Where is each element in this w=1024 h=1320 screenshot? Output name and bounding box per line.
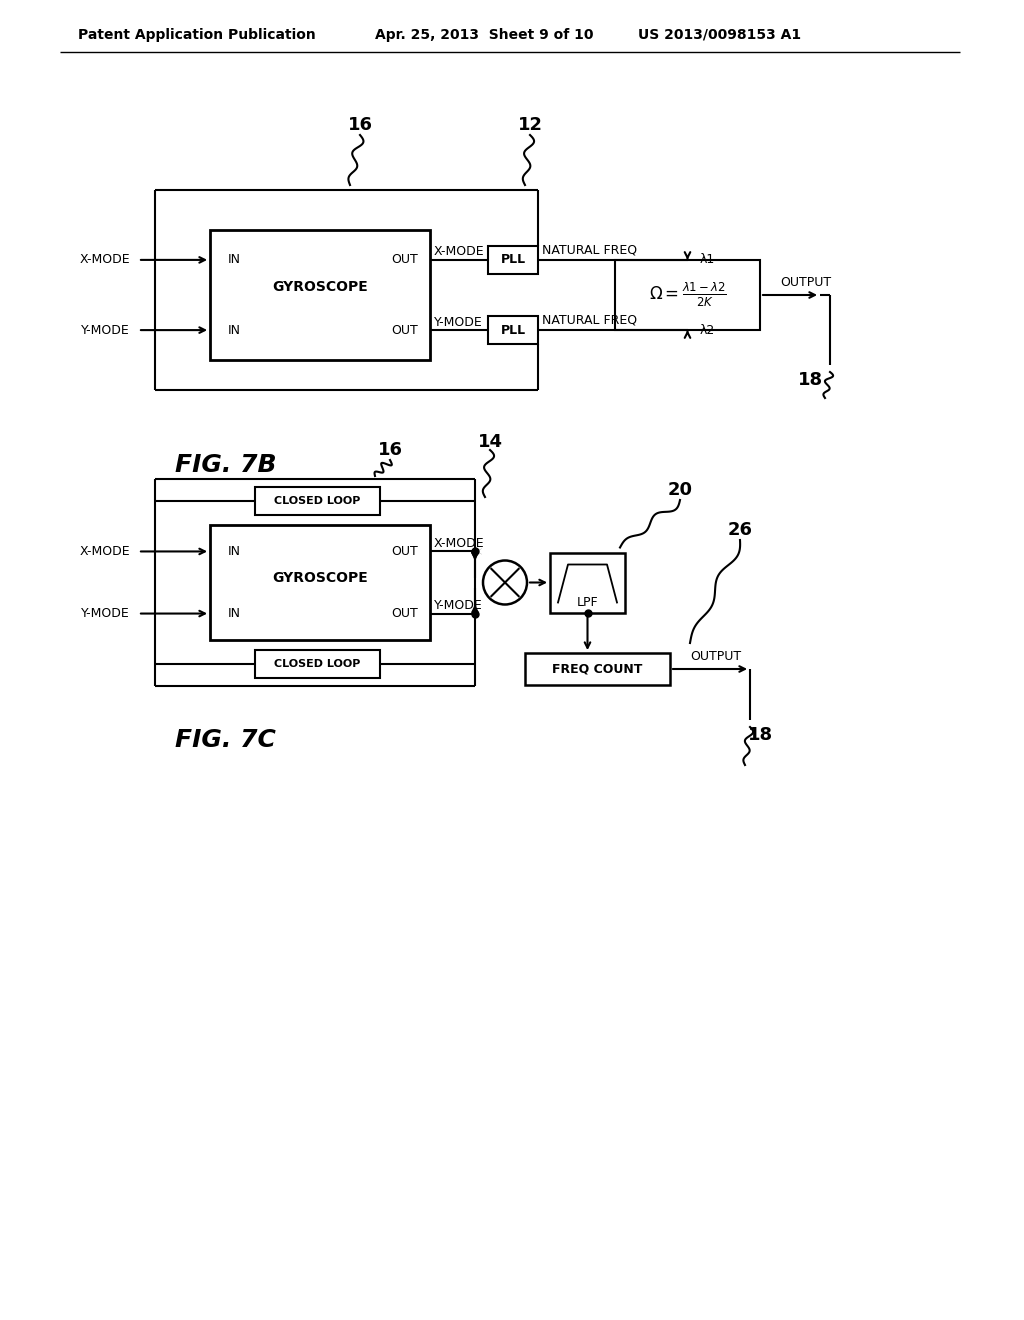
Text: 14: 14 (477, 433, 503, 451)
Text: FIG. 7B: FIG. 7B (175, 453, 276, 477)
Text: GYROSCOPE: GYROSCOPE (272, 570, 368, 585)
Text: US 2013/0098153 A1: US 2013/0098153 A1 (638, 28, 801, 42)
Text: PLL: PLL (501, 323, 525, 337)
Text: IN: IN (228, 323, 241, 337)
FancyBboxPatch shape (615, 260, 760, 330)
Text: OUTPUT: OUTPUT (690, 651, 741, 664)
Text: IN: IN (228, 545, 241, 558)
Text: Apr. 25, 2013  Sheet 9 of 10: Apr. 25, 2013 Sheet 9 of 10 (375, 28, 594, 42)
Text: OUT: OUT (391, 607, 418, 620)
Text: Y-MODE: Y-MODE (434, 599, 482, 612)
Text: PLL: PLL (501, 253, 525, 267)
Text: GYROSCOPE: GYROSCOPE (272, 280, 368, 294)
FancyBboxPatch shape (488, 246, 538, 275)
Text: Patent Application Publication: Patent Application Publication (78, 28, 315, 42)
Text: 20: 20 (668, 480, 692, 499)
Text: 18: 18 (798, 371, 822, 389)
Text: X-MODE: X-MODE (434, 537, 484, 550)
Text: X-MODE: X-MODE (434, 246, 484, 259)
Text: OUT: OUT (391, 253, 418, 267)
FancyBboxPatch shape (210, 230, 430, 360)
Text: X-MODE: X-MODE (80, 545, 130, 558)
Text: 12: 12 (517, 116, 543, 135)
FancyBboxPatch shape (210, 525, 430, 640)
Text: NATURAL FREQ: NATURAL FREQ (542, 243, 637, 256)
Text: CLOSED LOOP: CLOSED LOOP (274, 496, 360, 506)
Text: IN: IN (228, 607, 241, 620)
FancyBboxPatch shape (255, 487, 380, 515)
Text: Y-MODE: Y-MODE (434, 315, 482, 329)
Text: FREQ COUNT: FREQ COUNT (552, 663, 643, 676)
Text: 26: 26 (727, 521, 753, 539)
Text: IN: IN (228, 253, 241, 267)
Text: 18: 18 (748, 726, 772, 744)
FancyBboxPatch shape (255, 649, 380, 678)
FancyBboxPatch shape (550, 553, 625, 612)
Text: FIG. 7C: FIG. 7C (175, 729, 275, 752)
Text: LPF: LPF (577, 597, 598, 609)
Text: OUT: OUT (391, 323, 418, 337)
Text: λ1: λ1 (699, 253, 715, 267)
Text: 16: 16 (378, 441, 402, 459)
Text: CLOSED LOOP: CLOSED LOOP (274, 659, 360, 669)
Text: NATURAL FREQ: NATURAL FREQ (542, 314, 637, 326)
Text: Y-MODE: Y-MODE (81, 607, 130, 620)
Text: X-MODE: X-MODE (80, 253, 130, 267)
FancyBboxPatch shape (488, 315, 538, 345)
Text: OUT: OUT (391, 545, 418, 558)
FancyBboxPatch shape (525, 653, 670, 685)
Text: 16: 16 (347, 116, 373, 135)
Text: OUTPUT: OUTPUT (780, 276, 831, 289)
Text: $\Omega = \frac{\lambda 1-\lambda 2}{2K}$: $\Omega = \frac{\lambda 1-\lambda 2}{2K}… (648, 281, 726, 309)
Text: λ2: λ2 (699, 323, 715, 337)
Text: Y-MODE: Y-MODE (81, 323, 130, 337)
